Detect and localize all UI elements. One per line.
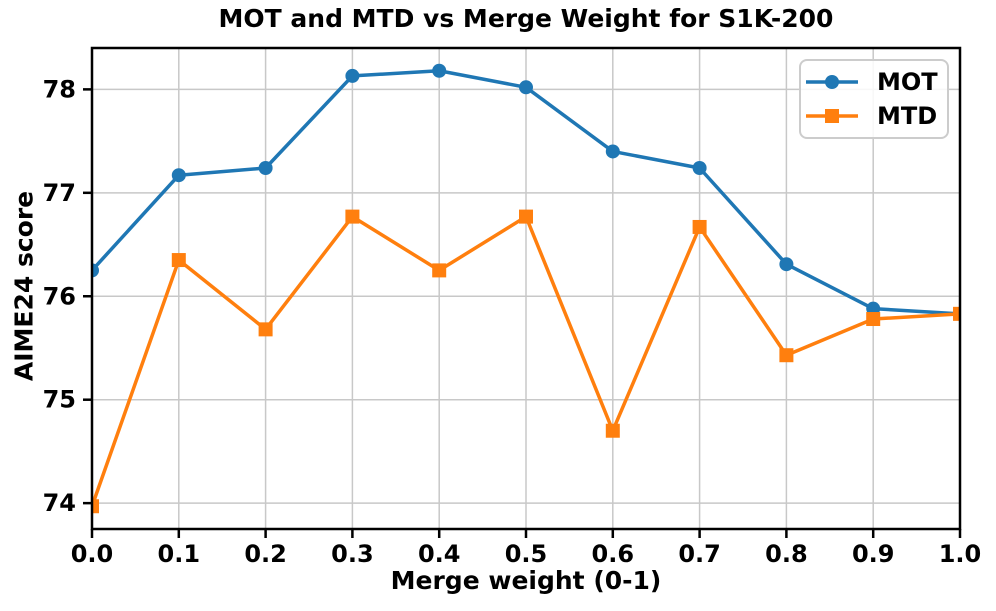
series-mot bbox=[91, 63, 961, 321]
marker-mtd bbox=[953, 306, 961, 321]
y-tick-label: 77 bbox=[43, 179, 76, 207]
marker-mtd bbox=[171, 253, 186, 268]
legend: MOT MTD bbox=[799, 59, 949, 139]
x-axis-label: Merge weight (0-1) bbox=[390, 566, 662, 595]
legend-label-mtd: MTD bbox=[877, 102, 938, 130]
marker-mtd bbox=[779, 348, 794, 363]
marker-mot bbox=[605, 144, 620, 159]
y-axis-label: AIME24 score bbox=[9, 190, 39, 382]
marker-mot bbox=[258, 160, 273, 175]
x-tick-label: 0.0 bbox=[71, 540, 114, 568]
tick-labels: 0.0 0.1 0.2 0.3 0.4 0.5 0.6 0.7 0.8 0.9 1.0 74 75 76 7… bbox=[43, 75, 982, 568]
marker-mot bbox=[345, 68, 360, 83]
marker-mtd bbox=[519, 209, 533, 224]
chart-title: MOT and MTD vs Merge Weight for S1K-200 bbox=[218, 4, 834, 33]
series-mtd bbox=[91, 209, 961, 514]
x-tick-label: 0.6 bbox=[592, 540, 635, 568]
marker-mtd bbox=[605, 423, 620, 438]
marker-mot bbox=[91, 263, 99, 278]
mtd-legend-square-icon bbox=[825, 109, 839, 123]
x-tick-label: 1.0 bbox=[939, 540, 982, 568]
x-tick-label: 0.9 bbox=[852, 540, 895, 568]
x-tick-label: 0.8 bbox=[765, 540, 808, 568]
mot-line-marker-icon bbox=[806, 75, 858, 89]
marker-mtd bbox=[432, 263, 447, 278]
x-tick-label: 0.3 bbox=[331, 540, 374, 568]
y-tick-label: 78 bbox=[43, 75, 76, 103]
marker-mot bbox=[779, 257, 794, 272]
x-tick-label: 0.5 bbox=[505, 540, 548, 568]
mot-legend-circle-icon bbox=[825, 75, 839, 89]
x-tick-label: 0.7 bbox=[678, 540, 721, 568]
marker-mot bbox=[432, 63, 447, 78]
marker-mtd bbox=[258, 322, 273, 337]
marker-mot bbox=[519, 80, 533, 95]
legend-label-mot: MOT bbox=[877, 68, 938, 96]
legend-item-mot: MOT bbox=[805, 69, 941, 95]
y-tick-label: 75 bbox=[43, 386, 76, 414]
tick-marks bbox=[83, 88, 962, 538]
x-tick-label: 0.4 bbox=[418, 540, 461, 568]
legend-item-mtd: MTD bbox=[805, 103, 941, 129]
marker-mot bbox=[171, 168, 186, 183]
y-tick-label: 76 bbox=[43, 282, 76, 310]
marker-mot bbox=[692, 160, 707, 175]
x-tick-label: 0.1 bbox=[158, 540, 201, 568]
mtd-line-marker-icon bbox=[806, 109, 858, 123]
y-tick-label: 74 bbox=[43, 489, 76, 517]
x-tick-label: 0.2 bbox=[244, 540, 287, 568]
marker-mtd bbox=[91, 499, 99, 514]
marker-mtd bbox=[345, 209, 360, 224]
marker-mtd bbox=[866, 312, 881, 327]
marker-mtd bbox=[692, 219, 707, 234]
